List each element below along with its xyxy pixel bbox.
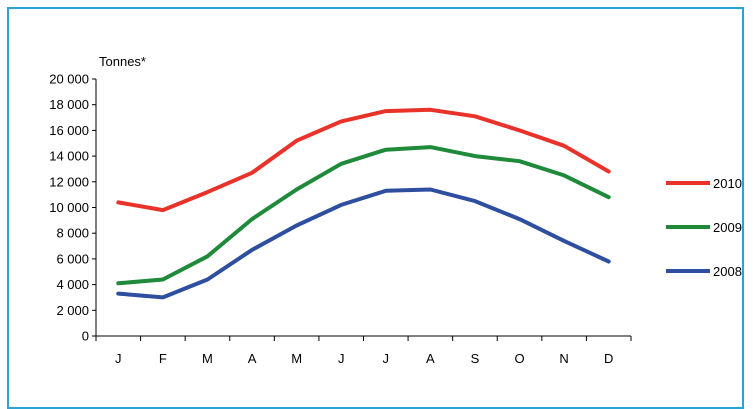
x-tick-label: F [159,351,167,366]
y-tick-label: 0 [82,329,89,344]
series-line-2009 [116,145,611,286]
y-tick-label: 14 000 [49,149,89,164]
legend-label-2010: 2010 [713,176,742,191]
y-tick-label: 20 000 [49,72,89,87]
x-tick-label: J [383,351,390,366]
x-tick-label: A [248,351,257,366]
x-tick-label: M [202,351,213,366]
y-tick-label: 18 000 [49,97,89,112]
x-tick-label: J [338,351,345,366]
y-tick-label: 2 000 [56,303,89,318]
y-axis-label: Tonnes* [99,54,146,69]
legend-label-2009: 2009 [713,220,742,235]
x-tick-label: J [115,351,122,366]
y-tick-label: 12 000 [49,174,89,189]
x-tick-label: A [426,351,435,366]
series-line-2010 [116,107,611,213]
x-tick-label: D [604,351,613,366]
x-tick-label: M [291,351,302,366]
y-tick-label: 8 000 [56,226,89,241]
y-tick-label: 4 000 [56,277,89,292]
chart-frame [7,7,744,409]
y-tick-label: 10 000 [49,200,89,215]
y-tick-label: 16 000 [49,123,89,138]
legend-label-2008: 2008 [713,264,742,279]
x-tick-label: S [471,351,480,366]
x-tick-label: O [514,351,524,366]
y-tick-label: 6 000 [56,251,89,266]
x-tick-label: N [559,351,568,366]
series-line-2008 [116,187,611,300]
